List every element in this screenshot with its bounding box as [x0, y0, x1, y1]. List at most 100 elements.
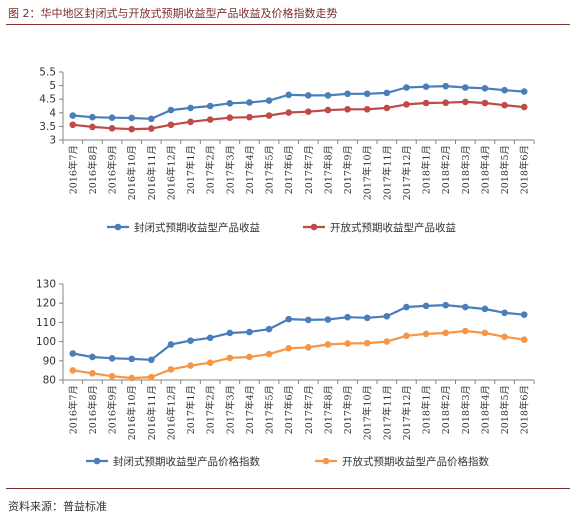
series-1-point: [403, 303, 410, 311]
series-2-point: [226, 114, 234, 121]
series-1-point: [206, 334, 214, 342]
series-2-point: [442, 329, 449, 337]
x-tick-label: 2016年9月: [107, 385, 119, 434]
series-1-point: [422, 302, 430, 310]
x-tick-label: 2017年7月: [303, 385, 315, 434]
series-1-point: [462, 84, 469, 91]
series-1-point: [501, 86, 508, 94]
legend-label-1: 封闭式预期收益型产品收益: [134, 221, 260, 234]
series-1-point: [285, 91, 292, 99]
series-2-point: [206, 116, 214, 123]
series-line-2: [72, 329, 525, 380]
series-1-point: [246, 99, 253, 106]
y-tick-label: 120: [36, 298, 56, 310]
series-2-point: [344, 105, 351, 113]
series-2-point: [520, 336, 528, 343]
x-tick-label: 2016年7月: [67, 145, 79, 194]
x-tick-label: 2017年6月: [283, 385, 295, 434]
series-2-point: [324, 106, 332, 114]
x-tick-label: 2018年2月: [440, 385, 452, 434]
series-2-point: [226, 354, 234, 362]
source-note: 资料来源：普益标准: [8, 500, 107, 513]
x-tick-label: 2017年3月: [224, 145, 236, 194]
series-1-point: [501, 309, 508, 317]
x-tick-label: 2017年9月: [342, 385, 354, 434]
series-1-point: [128, 355, 135, 363]
bottom-rule: [6, 488, 570, 489]
series-1-point: [226, 99, 234, 107]
x-tick-label: 2017年4月: [244, 385, 256, 434]
legend-label-2: 开放式预期收益型产品收益: [330, 221, 456, 234]
x-tick-label: 2018年1月: [421, 385, 433, 434]
series-2-point: [422, 330, 430, 338]
series-1-point: [69, 112, 77, 119]
series-1-point: [187, 337, 194, 344]
top-rule: [6, 24, 570, 25]
series-2-point: [383, 338, 391, 345]
series-2-point: [285, 109, 292, 116]
x-tick-label: 2018年3月: [460, 385, 472, 434]
series-1-point: [305, 92, 312, 99]
series-2-point: [108, 125, 116, 132]
series-2-point: [520, 103, 528, 111]
series-1-point: [305, 316, 312, 324]
series-1-point: [363, 314, 371, 322]
series-1-point: [265, 325, 273, 333]
series-1-point: [363, 90, 371, 98]
y-tick-label: 4: [49, 107, 56, 119]
y-tick-label: 80: [43, 375, 56, 387]
x-tick-label: 2017年2月: [205, 385, 217, 434]
x-tick-label: 2017年9月: [342, 145, 354, 194]
x-tick-label: 2017年12月: [401, 145, 413, 200]
series-1-point: [481, 85, 489, 92]
x-tick-label: 2017年6月: [283, 145, 295, 194]
series-1-point: [383, 89, 391, 97]
series-1-point: [108, 114, 116, 121]
x-tick-label: 2018年6月: [519, 145, 531, 194]
series-1-point: [167, 106, 175, 114]
x-tick-label: 2017年12月: [401, 385, 413, 440]
series-2-point: [363, 105, 371, 113]
x-tick-label: 2018年2月: [440, 145, 452, 194]
series-1-point: [383, 312, 391, 320]
series-2-point: [462, 327, 469, 335]
series-1-point: [403, 84, 410, 91]
x-tick-label: 2016年8月: [87, 385, 99, 434]
y-tick-label: 130: [36, 279, 56, 291]
series-1-point: [442, 82, 449, 90]
x-tick-label: 2017年5月: [264, 385, 276, 434]
x-tick-label: 2017年3月: [224, 385, 236, 434]
x-tick-label: 2017年1月: [185, 385, 197, 434]
series-1-point: [344, 90, 351, 98]
series-1-point: [481, 305, 489, 313]
series-1-point: [520, 311, 528, 319]
x-tick-label: 2016年12月: [165, 385, 177, 440]
x-tick-label: 2017年2月: [205, 145, 217, 194]
x-tick-label: 2017年10月: [362, 145, 374, 200]
x-tick-label: 2017年7月: [303, 145, 315, 194]
series-2-point: [69, 367, 77, 374]
legend-marker-2: [310, 223, 318, 231]
series-1-point: [89, 113, 96, 121]
figure-title: 图 2：华中地区封闭式与开放式预期收益型产品收益及价格指数走势: [8, 7, 338, 20]
x-tick-label: 2018年4月: [479, 385, 491, 434]
y-tick-label: 5.5: [39, 67, 56, 79]
x-tick-label: 2017年1月: [185, 145, 197, 194]
x-tick-label: 2017年5月: [264, 145, 276, 194]
series-1-point: [108, 355, 116, 362]
series-1-point: [206, 102, 214, 110]
x-tick-label: 2017年8月: [322, 385, 334, 434]
series-1-point: [442, 301, 449, 309]
x-tick-label: 2016年11月: [146, 145, 158, 200]
series-2-point: [128, 125, 135, 133]
series-2-point: [403, 332, 410, 340]
price-index-line-chart: 80 90 100 110 120 130 2016年7月 2016年8月 2016年9月 201…: [36, 279, 535, 468]
x-tick-label: 2018年1月: [421, 145, 433, 194]
x-tick-label: 2016年11月: [146, 385, 158, 440]
series-2-point: [167, 121, 175, 129]
series-2-point: [265, 112, 273, 119]
series-1-point: [148, 356, 155, 364]
series-1-point: [462, 303, 469, 311]
series-2-point: [305, 344, 312, 351]
series-2-point: [148, 373, 155, 381]
